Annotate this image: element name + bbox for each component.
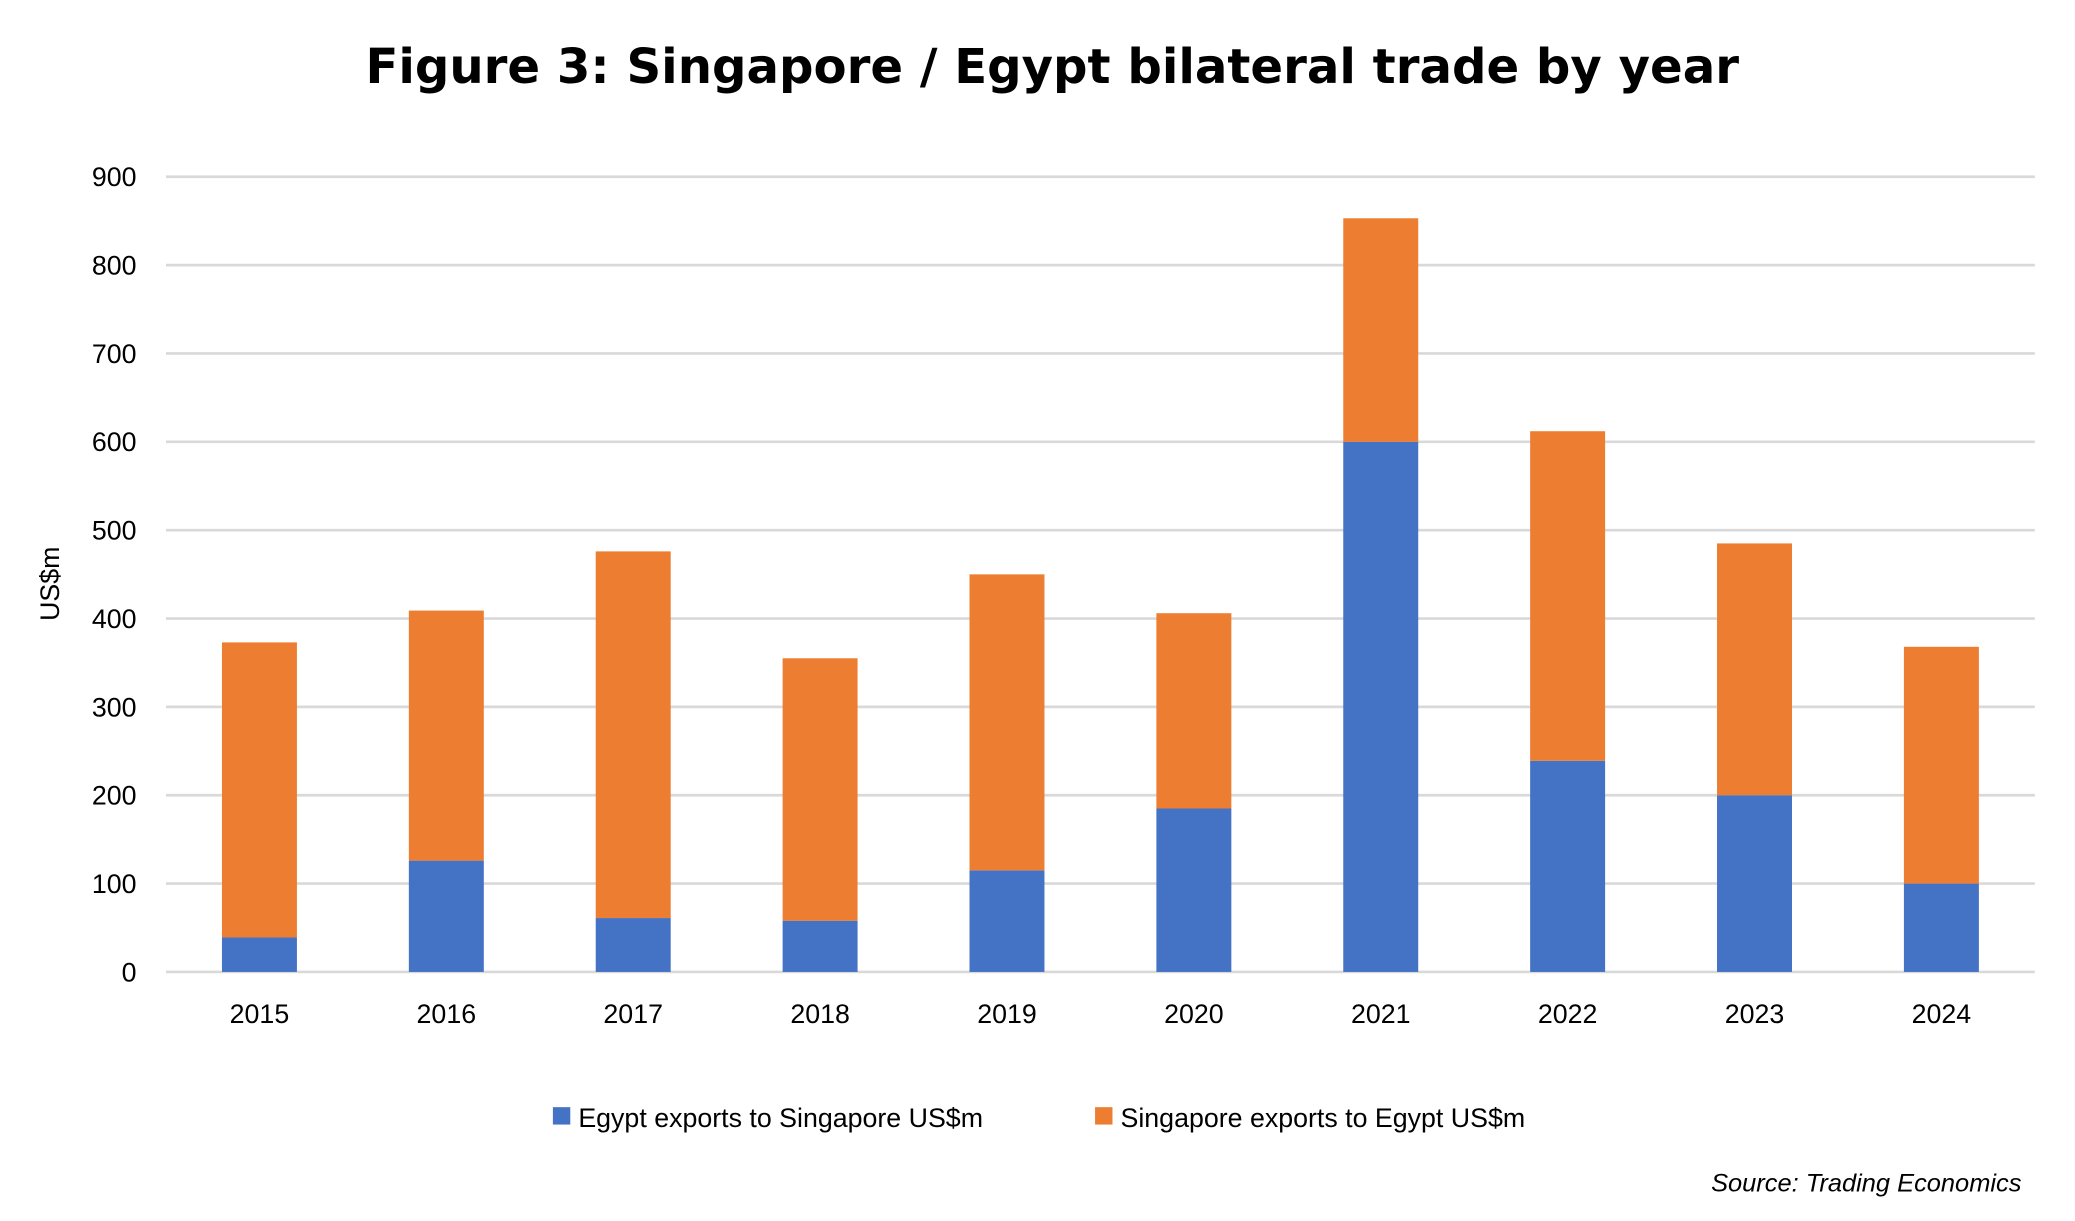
- bar-singapore-exports: [1903, 646, 1979, 884]
- bar-singapore-exports: [969, 574, 1045, 871]
- bar-egypt-exports: [595, 918, 671, 972]
- bar-egypt-exports: [1343, 441, 1419, 972]
- x-tick-label: 2017: [603, 999, 663, 1029]
- x-tick-label: 2020: [1164, 999, 1224, 1029]
- x-tick-label: 2018: [790, 999, 850, 1029]
- bar-singapore-exports: [408, 610, 484, 861]
- y-tick-label: 800: [92, 250, 137, 280]
- x-tick-label: 2021: [1351, 999, 1411, 1029]
- bar-egypt-exports: [782, 920, 858, 972]
- y-tick-label: 100: [92, 869, 137, 899]
- bar-egypt-exports: [408, 860, 484, 972]
- legend-label: Singapore exports to Egypt US$m: [1121, 1103, 1526, 1133]
- legend-swatch: [552, 1107, 571, 1125]
- bar-singapore-exports: [595, 551, 671, 919]
- bar-singapore-exports: [1156, 613, 1232, 809]
- bar-egypt-exports: [1530, 760, 1606, 972]
- y-tick-label: 600: [92, 427, 137, 457]
- legend-label: Egypt exports to Singapore US$m: [578, 1103, 983, 1133]
- x-tick-label: 2015: [230, 999, 290, 1029]
- bar-singapore-exports: [221, 642, 297, 938]
- bar-egypt-exports: [969, 870, 1045, 972]
- y-tick-label: 0: [122, 957, 137, 987]
- x-tick-label: 2022: [1538, 999, 1598, 1029]
- y-tick-label: 300: [92, 692, 137, 722]
- x-tick-label: 2016: [417, 999, 477, 1029]
- bar-singapore-exports: [782, 658, 858, 921]
- y-axis-label: US$m: [35, 547, 65, 621]
- chart-title: Figure 3: Singapore / Egypt bilateral tr…: [365, 39, 1739, 95]
- source-note: Source: Trading Economics: [1711, 1170, 2022, 1198]
- y-tick-label: 400: [92, 604, 137, 634]
- y-tick-label: 500: [92, 516, 137, 546]
- legend-swatch: [1095, 1107, 1113, 1125]
- y-tick-label: 900: [92, 162, 137, 192]
- bar-singapore-exports: [1717, 543, 1792, 796]
- bar-egypt-exports: [1903, 883, 1979, 972]
- bar-singapore-exports: [1530, 431, 1606, 761]
- bar-egypt-exports: [221, 937, 297, 972]
- bar-egypt-exports: [1717, 795, 1792, 972]
- y-tick-label: 700: [92, 339, 137, 369]
- x-tick-label: 2019: [977, 999, 1037, 1029]
- y-tick-label: 200: [92, 781, 137, 811]
- bar-singapore-exports: [1343, 218, 1419, 442]
- bar-egypt-exports: [1156, 808, 1232, 972]
- x-tick-label: 2024: [1912, 999, 1972, 1029]
- x-tick-label: 2023: [1725, 999, 1785, 1029]
